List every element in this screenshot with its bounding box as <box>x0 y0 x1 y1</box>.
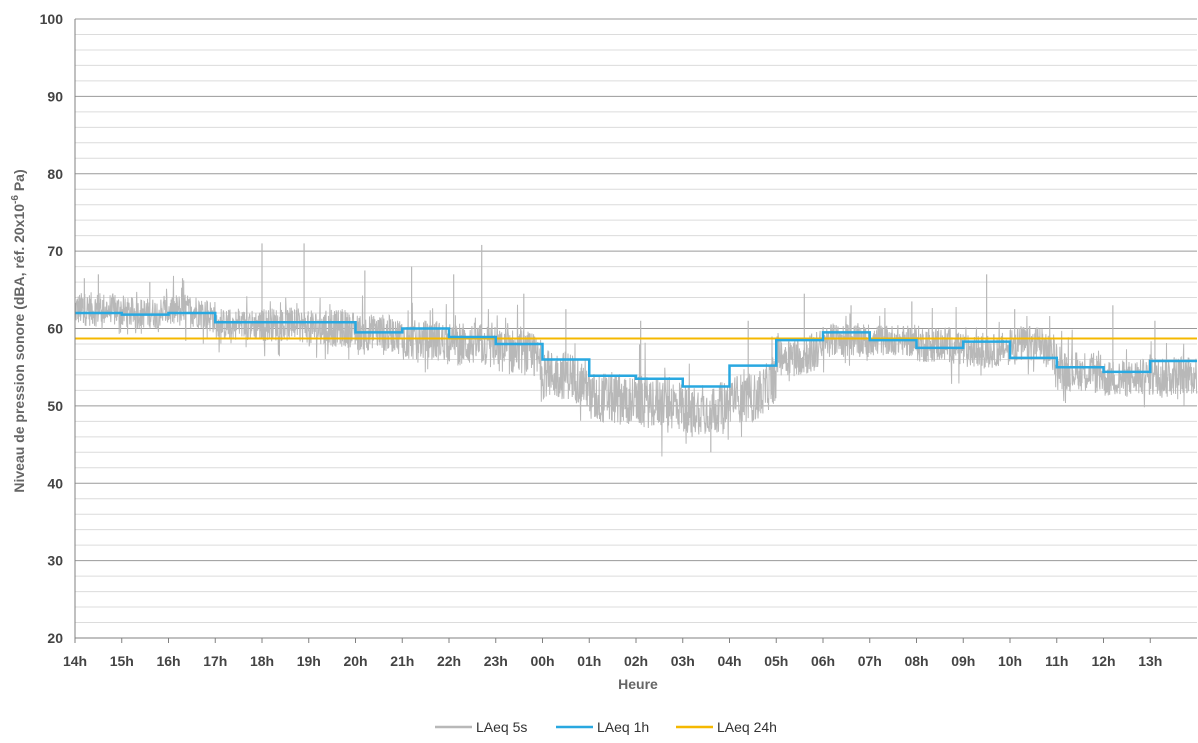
series-laeq-5s-line <box>74 275 1198 457</box>
x-tick-label: 22h <box>437 653 461 669</box>
x-tick-label: 10h <box>998 653 1022 669</box>
x-tick-label: 00h <box>530 653 554 669</box>
x-tick-label: 19h <box>297 653 321 669</box>
legend-label-laeq-24h: LAeq 24h <box>717 719 777 735</box>
y-tick-label: 90 <box>47 88 63 104</box>
legend: LAeq 5s LAeq 1h LAeq 24h <box>435 719 777 735</box>
x-tick-label: 06h <box>811 653 835 669</box>
x-tick-label: 08h <box>904 653 928 669</box>
noise-layer <box>74 243 1198 457</box>
x-tick-label: 17h <box>203 653 227 669</box>
series-layer <box>75 311 1197 388</box>
x-tick-label: 04h <box>717 653 741 669</box>
legend-item-laeq-1h: LAeq 1h <box>556 719 649 735</box>
x-tick-label: 01h <box>577 653 601 669</box>
x-tick-label: 23h <box>484 653 508 669</box>
y-tick-label: 60 <box>47 321 63 337</box>
legend-label-laeq-5s: LAeq 5s <box>476 719 527 735</box>
series-laeq-1h-line <box>75 311 1197 388</box>
x-tick-label: 09h <box>951 653 975 669</box>
x-tick-label: 18h <box>250 653 274 669</box>
x-tick-label: 12h <box>1091 653 1115 669</box>
x-tick-label: 07h <box>858 653 882 669</box>
y-tick-label: 80 <box>47 166 63 182</box>
grid-layer <box>75 18 1197 639</box>
legend-label-laeq-1h: LAeq 1h <box>597 719 649 735</box>
x-tick-label: 20h <box>343 653 367 669</box>
x-tick-label: 02h <box>624 653 648 669</box>
y-tick-label: 40 <box>47 475 63 491</box>
y-tick-label: 30 <box>47 553 63 569</box>
y-axis-title-end: Pa) <box>11 169 27 195</box>
y-axis-title: Niveau de pression sonore (dBA, réf. 20x… <box>10 169 27 492</box>
x-tick-label: 21h <box>390 653 414 669</box>
legend-item-laeq-24h: LAeq 24h <box>676 719 777 735</box>
axis-layer: 20 30 40 50 60 70 80 90 100 14h 15h 16h 17h 18h 19h 20h… <box>40 11 1197 669</box>
x-tick-label: 15h <box>110 653 134 669</box>
x-axis-title: Heure <box>618 676 658 692</box>
x-tick-label: 11h <box>1045 653 1068 669</box>
y-axis-title-sup: -6 <box>10 195 21 204</box>
x-tick-label: 14h <box>63 653 87 669</box>
x-tick-label: 13h <box>1138 653 1162 669</box>
y-axis-title-main: Niveau de pression sonore (dBA, réf. 20x… <box>11 204 27 493</box>
y-tick-label: 70 <box>47 243 63 259</box>
y-tick-label: 50 <box>47 398 63 414</box>
x-tick-label: 16h <box>156 653 180 669</box>
y-tick-label: 20 <box>47 630 63 646</box>
y-tick-label: 100 <box>40 11 64 27</box>
legend-item-laeq-5s: LAeq 5s <box>435 719 527 735</box>
x-tick-label: 05h <box>764 653 788 669</box>
x-tick-label: 03h <box>671 653 695 669</box>
